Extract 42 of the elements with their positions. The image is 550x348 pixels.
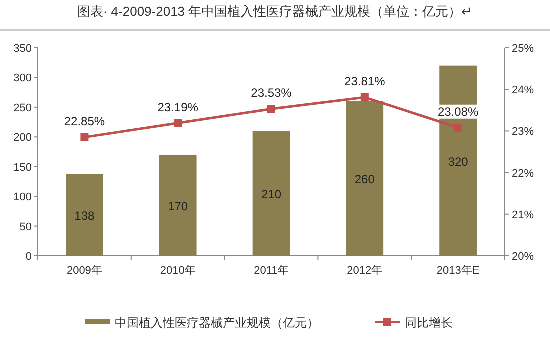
y-tick-label: 50 — [20, 221, 32, 234]
y-tick-label: 200 — [14, 132, 32, 144]
point — [174, 119, 182, 128]
y2-tick-label: 24% — [512, 84, 534, 97]
y-tick-label: 350 — [14, 43, 32, 55]
bar — [440, 66, 477, 256]
x-tick-label: 2013年E — [436, 265, 480, 277]
y2-tick-label: 23% — [512, 126, 534, 138]
y2-tick-label: 22% — [512, 168, 534, 180]
bar — [159, 154, 197, 256]
title: 图表· 4-2009-2013 年中国植入性医疗器械产业规模（单位：亿元）↵ — [77, 4, 473, 19]
x-tick-label: 2010年 — [160, 265, 196, 277]
legend-label: 中国植入性医疗器械产业规模（亿元） — [115, 316, 319, 330]
bar — [346, 101, 384, 256]
bar — [66, 174, 104, 256]
point — [80, 133, 89, 142]
data-label: 23.53% — [251, 86, 292, 100]
point — [454, 124, 462, 132]
data-label: 23.81% — [344, 74, 386, 89]
x-tick-label: 2011年 — [254, 265, 289, 277]
point — [360, 94, 369, 102]
y-tick-label: 0 — [26, 251, 32, 263]
y-tick-label: 100 — [14, 192, 32, 204]
y2-tick-label: 25% — [512, 43, 534, 55]
data-label: 210 — [261, 188, 282, 202]
data-label: 260 — [354, 172, 376, 187]
y2-tick-label: 21% — [512, 209, 534, 222]
bar — [252, 131, 290, 256]
point — [268, 105, 276, 114]
data-label: 22.85% — [64, 114, 106, 128]
data-label: 23.08% — [438, 104, 479, 119]
y-tick-label: 250 — [14, 102, 32, 114]
y2-tick-label: 20% — [512, 251, 534, 263]
data-label: 138 — [74, 208, 96, 223]
data-label: 170 — [168, 199, 188, 214]
y-tick-label: 300 — [14, 72, 32, 85]
legend-label: 同比增长 — [405, 316, 453, 330]
y-tick-label: 150 — [14, 162, 32, 174]
data-label: 320 — [448, 154, 469, 169]
data-label: 23.19% — [158, 100, 199, 114]
x-tick-label: 2009年 — [66, 265, 102, 277]
x-tick-label: 2012年 — [347, 265, 383, 277]
